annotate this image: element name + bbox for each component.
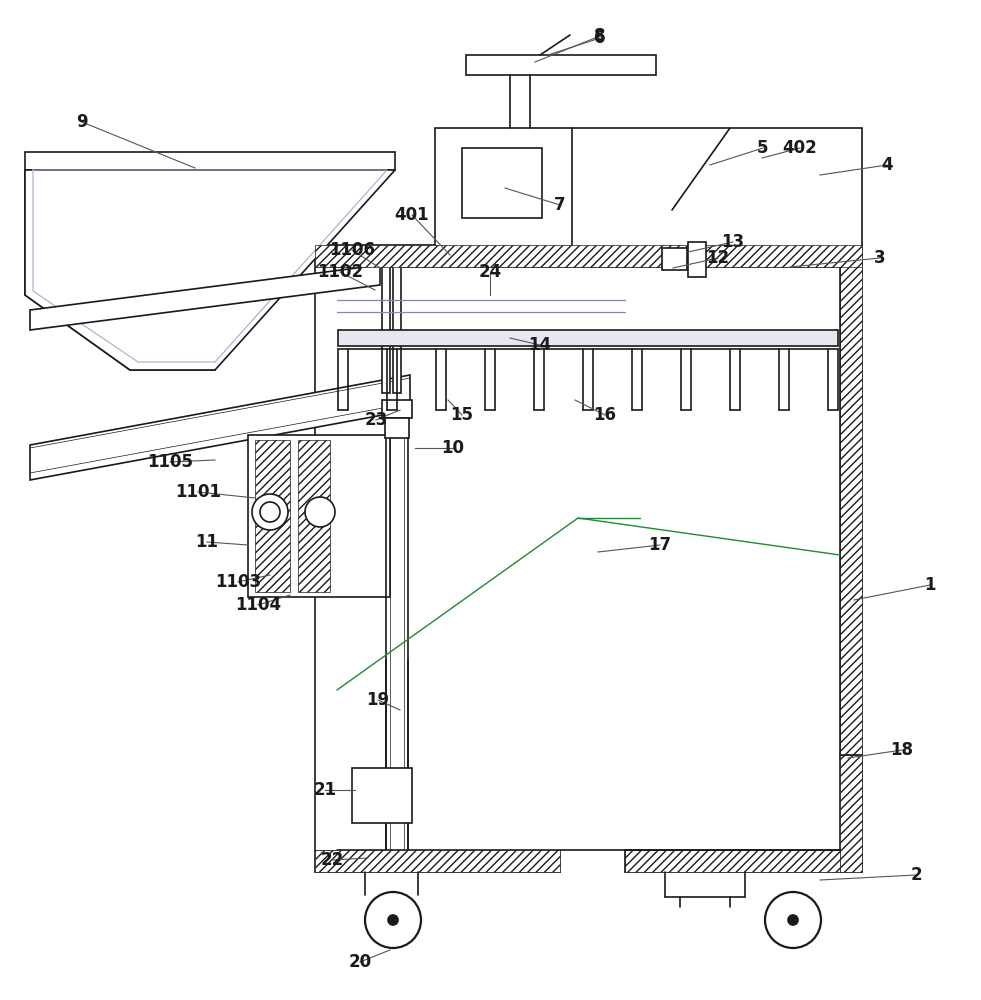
- Bar: [338, 330, 838, 346]
- Text: 5: 5: [757, 139, 769, 157]
- Text: 4: 4: [881, 156, 893, 174]
- Text: 24: 24: [479, 263, 501, 281]
- Polygon shape: [315, 245, 862, 267]
- Text: 21: 21: [314, 781, 336, 799]
- Bar: [382, 263, 390, 393]
- Circle shape: [305, 497, 335, 527]
- Text: 20: 20: [348, 953, 372, 971]
- Text: 16: 16: [594, 406, 616, 424]
- Bar: [382, 400, 412, 418]
- Circle shape: [765, 892, 821, 948]
- Text: 1101: 1101: [175, 483, 221, 501]
- Text: 1105: 1105: [147, 453, 193, 471]
- Circle shape: [365, 892, 421, 948]
- Text: 1: 1: [924, 576, 936, 594]
- Polygon shape: [625, 850, 840, 872]
- Polygon shape: [840, 245, 862, 872]
- Text: 6: 6: [594, 29, 605, 47]
- Bar: [662, 248, 687, 270]
- Polygon shape: [315, 850, 560, 872]
- Text: 1106: 1106: [329, 241, 375, 259]
- Polygon shape: [298, 440, 330, 592]
- Polygon shape: [840, 755, 862, 872]
- Text: 13: 13: [721, 233, 745, 251]
- Text: 11: 11: [195, 533, 219, 551]
- Polygon shape: [315, 850, 560, 872]
- Text: 401: 401: [394, 206, 430, 224]
- Text: 1102: 1102: [317, 263, 363, 281]
- Text: 9: 9: [77, 113, 88, 131]
- Text: 2: 2: [910, 866, 922, 884]
- Circle shape: [788, 915, 798, 925]
- Text: 17: 17: [648, 536, 672, 554]
- Circle shape: [260, 502, 280, 522]
- Bar: [248, 435, 390, 597]
- Text: 12: 12: [706, 249, 730, 267]
- Text: 22: 22: [321, 851, 343, 869]
- Text: 1103: 1103: [215, 573, 261, 591]
- Text: 402: 402: [783, 139, 817, 157]
- Text: 10: 10: [441, 439, 464, 457]
- Text: 3: 3: [874, 249, 886, 267]
- Text: 23: 23: [364, 411, 387, 429]
- Text: 7: 7: [554, 196, 566, 214]
- Bar: [466, 55, 656, 75]
- Bar: [385, 418, 409, 438]
- Text: 18: 18: [891, 741, 913, 759]
- Bar: [688, 242, 706, 277]
- Polygon shape: [30, 265, 380, 330]
- Text: 19: 19: [367, 691, 389, 709]
- Bar: [25, 152, 395, 170]
- Polygon shape: [255, 440, 290, 592]
- Polygon shape: [25, 170, 215, 370]
- Bar: [462, 148, 542, 218]
- Text: 1104: 1104: [234, 596, 282, 614]
- Text: 8: 8: [594, 27, 605, 45]
- Polygon shape: [30, 375, 410, 480]
- Circle shape: [388, 915, 398, 925]
- Text: 15: 15: [450, 406, 474, 424]
- Circle shape: [252, 494, 288, 530]
- Polygon shape: [25, 170, 395, 370]
- Polygon shape: [315, 245, 862, 267]
- Bar: [352, 768, 412, 823]
- Bar: [435, 128, 862, 248]
- Bar: [393, 263, 401, 393]
- Text: 14: 14: [529, 336, 551, 354]
